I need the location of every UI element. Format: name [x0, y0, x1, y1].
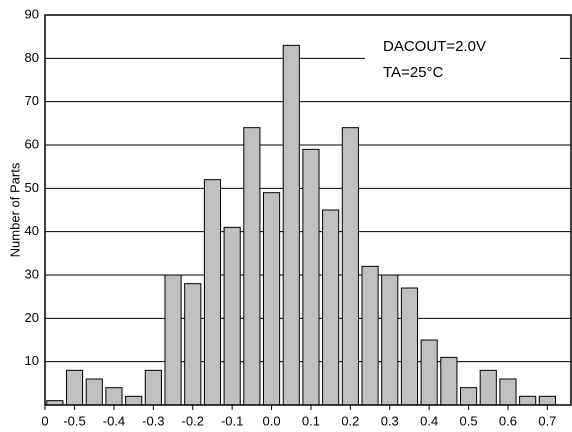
bar [341, 127, 359, 406]
y-tick-label: 80 [25, 50, 39, 65]
bar [479, 369, 497, 406]
bar [184, 283, 202, 406]
y-tick-label: 20 [25, 310, 39, 325]
y-tick-label: 70 [25, 93, 39, 108]
x-tick-label: 0.0 [263, 413, 281, 428]
bar [440, 356, 458, 406]
bar [459, 387, 478, 406]
y-tick-label: 90 [25, 6, 39, 21]
x-tick-label: 0.4 [420, 413, 438, 428]
bar [420, 339, 438, 406]
bar [223, 226, 241, 406]
bar [361, 265, 379, 406]
bar [144, 369, 162, 406]
bar [538, 395, 556, 406]
y-tick-label: 10 [25, 353, 39, 368]
bar [105, 387, 123, 406]
x-tick-label: 0 [41, 413, 48, 428]
y-tick-label: 30 [25, 266, 39, 281]
bar [262, 192, 281, 406]
bar [282, 44, 300, 406]
bar [322, 209, 340, 406]
annotation: DACOUT=2.0V [383, 38, 486, 55]
bar [400, 287, 419, 406]
x-tick-label: -0.3 [142, 413, 164, 428]
annotation-box [365, 30, 560, 88]
bar [164, 274, 182, 406]
x-tick-label: 0.2 [341, 413, 359, 428]
bar [381, 274, 399, 406]
y-axis-label: Number of Parts [7, 162, 22, 257]
x-tick-label: -0.1 [221, 413, 243, 428]
x-tick-label: 0.3 [381, 413, 399, 428]
y-tick-label: 50 [25, 180, 39, 195]
bar [203, 179, 222, 406]
bar [85, 378, 103, 406]
bar [302, 148, 320, 406]
x-tick-label: 0.5 [460, 413, 478, 428]
bar [243, 127, 261, 406]
x-tick-label: -0.4 [103, 413, 125, 428]
bar [499, 378, 517, 406]
annotation: TA=25°C [383, 64, 443, 81]
y-tick-label: 40 [25, 223, 39, 238]
y-tick-label: 60 [25, 136, 39, 151]
x-tick-label: -0.5 [63, 413, 85, 428]
x-tick-label: 0.6 [499, 413, 517, 428]
plot-frame [44, 14, 572, 406]
x-tick-label: 0.1 [302, 413, 320, 428]
x-tick-label: -0.2 [182, 413, 204, 428]
bar [519, 395, 537, 406]
x-tick-label: 0.7 [538, 413, 556, 428]
bar [125, 395, 143, 406]
bar [65, 369, 84, 406]
